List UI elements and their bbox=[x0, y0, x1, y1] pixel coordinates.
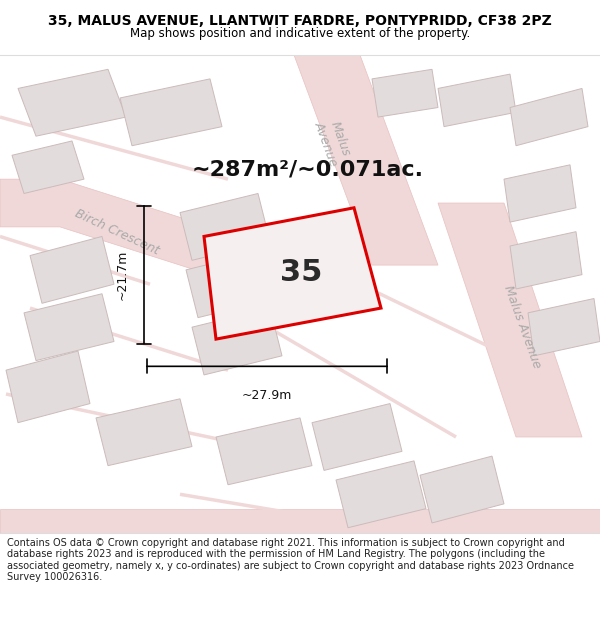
Text: ~27.9m: ~27.9m bbox=[242, 389, 292, 402]
Polygon shape bbox=[216, 418, 312, 485]
Text: Malus Avenue: Malus Avenue bbox=[501, 284, 543, 371]
Polygon shape bbox=[120, 79, 222, 146]
Polygon shape bbox=[372, 69, 438, 117]
Polygon shape bbox=[510, 232, 582, 289]
Polygon shape bbox=[12, 141, 84, 194]
Polygon shape bbox=[438, 74, 516, 127]
Polygon shape bbox=[0, 179, 300, 303]
Polygon shape bbox=[312, 404, 402, 471]
Text: Birch Crescent: Birch Crescent bbox=[73, 206, 161, 257]
Polygon shape bbox=[204, 208, 381, 339]
Text: Malus
Avenue: Malus Avenue bbox=[312, 114, 354, 168]
Polygon shape bbox=[24, 294, 114, 361]
Polygon shape bbox=[0, 509, 600, 532]
Polygon shape bbox=[294, 55, 438, 265]
Text: ~287m²/~0.071ac.: ~287m²/~0.071ac. bbox=[192, 159, 424, 179]
Polygon shape bbox=[192, 308, 282, 375]
Polygon shape bbox=[336, 461, 426, 528]
Polygon shape bbox=[96, 399, 192, 466]
Text: Map shows position and indicative extent of the property.: Map shows position and indicative extent… bbox=[130, 27, 470, 40]
Polygon shape bbox=[504, 165, 576, 222]
Text: 35: 35 bbox=[280, 258, 322, 288]
Text: ~21.7m: ~21.7m bbox=[116, 249, 129, 300]
Polygon shape bbox=[528, 299, 600, 356]
Polygon shape bbox=[438, 203, 582, 437]
Polygon shape bbox=[180, 194, 270, 261]
Text: 35, MALUS AVENUE, LLANTWIT FARDRE, PONTYPRIDD, CF38 2PZ: 35, MALUS AVENUE, LLANTWIT FARDRE, PONTY… bbox=[48, 14, 552, 28]
Polygon shape bbox=[6, 351, 90, 423]
Polygon shape bbox=[186, 251, 276, 318]
Text: Contains OS data © Crown copyright and database right 2021. This information is : Contains OS data © Crown copyright and d… bbox=[7, 538, 574, 582]
Polygon shape bbox=[420, 456, 504, 523]
Polygon shape bbox=[30, 236, 114, 303]
Polygon shape bbox=[18, 69, 126, 136]
Polygon shape bbox=[510, 88, 588, 146]
